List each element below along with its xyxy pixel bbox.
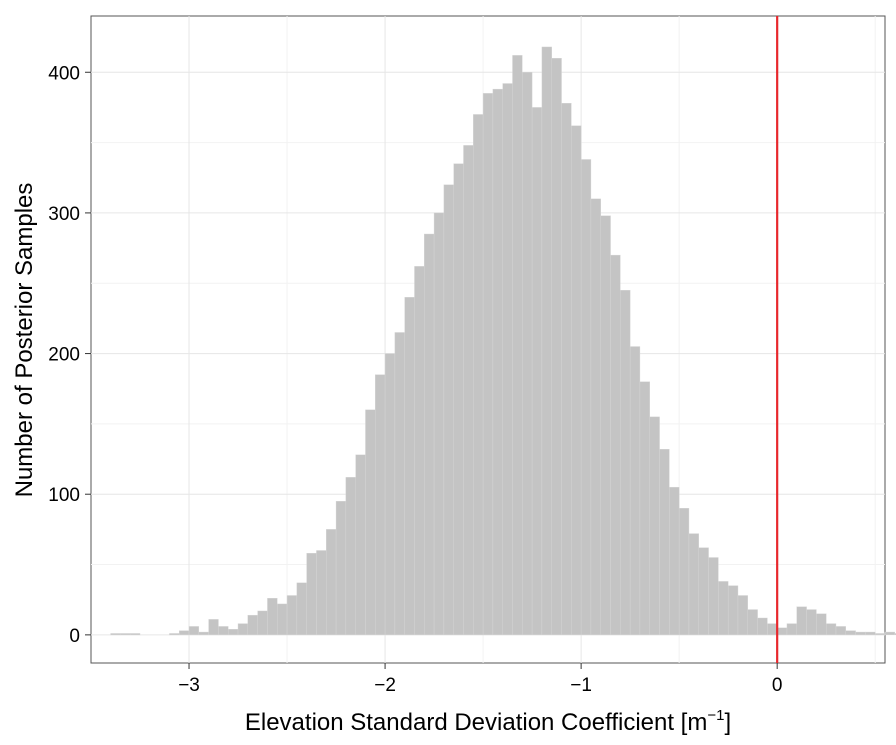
histogram-bar — [727, 585, 739, 636]
x-tick-label: −1 — [570, 675, 592, 696]
histogram-bar — [629, 346, 641, 636]
histogram-bar — [267, 598, 278, 636]
histogram-bar — [188, 626, 200, 636]
x-axis-title-superscript: −1 — [707, 707, 724, 724]
histogram-bar — [590, 198, 601, 636]
histogram-bar — [453, 163, 464, 636]
x-axis: −3 −2 −1 0 — [178, 663, 782, 696]
histogram-bar — [639, 381, 650, 636]
histogram-bar — [806, 609, 817, 636]
histogram-bar — [786, 623, 797, 636]
histogram-bar — [796, 606, 807, 636]
histogram-bar — [316, 550, 327, 636]
histogram-bar — [620, 290, 631, 636]
histogram-bar — [414, 266, 425, 636]
histogram-bar — [306, 553, 317, 636]
histogram-bar — [208, 619, 219, 636]
histogram-bar — [600, 215, 611, 636]
y-tick-label: 100 — [48, 485, 80, 506]
histogram-bar — [218, 626, 229, 636]
x-axis-title-text: Elevation Standard Deviation Coefficient… — [245, 709, 707, 736]
histogram-bar — [541, 46, 552, 636]
histogram-bar — [335, 501, 347, 636]
histogram-bar — [482, 93, 494, 636]
histogram-bar — [433, 212, 445, 636]
histogram-bar — [737, 595, 748, 636]
histogram-bar — [345, 477, 356, 636]
histogram-bar — [130, 633, 141, 636]
histogram-bar — [688, 533, 699, 636]
y-axis-title: Number of Posterior Samples — [11, 183, 38, 498]
histogram-bar — [698, 547, 709, 636]
histogram-bar — [463, 145, 474, 636]
x-axis-title-end: ] — [724, 709, 731, 736]
histogram-bar — [678, 508, 690, 636]
histogram-bar — [531, 107, 543, 636]
y-tick-label: 300 — [48, 204, 80, 225]
histogram-bar — [237, 623, 249, 636]
histogram-bar — [179, 630, 190, 636]
histogram-bar — [424, 233, 435, 636]
histogram-bar — [228, 629, 239, 636]
histogram-bar — [473, 114, 484, 636]
histogram-bar — [649, 416, 660, 636]
histogram-bar — [659, 449, 670, 636]
histogram-bar — [296, 582, 307, 636]
histogram-bar — [776, 627, 788, 636]
histogram-bar — [835, 626, 846, 636]
histogram-bar — [502, 83, 513, 636]
histogram-bar — [571, 125, 582, 636]
histogram-bar — [443, 184, 454, 636]
x-tick-label: −3 — [178, 675, 200, 696]
histogram-bar — [492, 88, 503, 636]
histogram-bar — [404, 297, 415, 636]
y-tick-label: 400 — [48, 63, 80, 84]
histogram-bar — [816, 613, 827, 636]
histogram-bar — [747, 609, 758, 636]
y-tick-label: 200 — [48, 345, 80, 366]
histogram-bar — [512, 55, 523, 636]
histogram-bar — [874, 633, 886, 636]
histogram-bar — [326, 529, 337, 636]
histogram-bar — [855, 631, 866, 636]
histogram-bar — [825, 623, 837, 636]
histogram-bar — [610, 254, 621, 636]
histogram-bars — [110, 46, 896, 636]
histogram-bar — [375, 374, 386, 636]
histogram-bar — [394, 332, 405, 636]
y-axis: 0 100 200 300 400 — [48, 63, 91, 647]
histogram-bar — [355, 454, 366, 636]
histogram-bar — [551, 57, 562, 636]
x-tick-label: −2 — [374, 675, 396, 696]
histogram-bar — [865, 631, 876, 636]
histogram-bar — [247, 614, 258, 636]
x-tick-label: 0 — [772, 675, 783, 696]
y-tick-label: 0 — [69, 626, 80, 647]
histogram-bar — [286, 595, 298, 636]
histogram-bar — [767, 623, 778, 636]
histogram-bar — [169, 633, 180, 636]
histogram-bar — [120, 633, 131, 636]
histogram-bar — [561, 103, 572, 636]
histogram-bar — [884, 631, 896, 636]
histogram-bar — [845, 630, 856, 636]
histogram-bar — [365, 409, 376, 636]
histogram-bar — [757, 617, 768, 636]
x-axis-title: Elevation Standard Deviation Coefficient… — [245, 707, 731, 736]
histogram-bar — [522, 72, 533, 636]
histogram-bar — [580, 159, 592, 636]
histogram-bar — [257, 610, 268, 636]
histogram-bar — [384, 353, 396, 636]
histogram-bar — [669, 486, 680, 636]
histogram-bar — [110, 633, 121, 636]
histogram-bar — [718, 581, 729, 636]
histogram-bar — [708, 557, 719, 636]
histogram-bar — [198, 631, 209, 636]
histogram-bar — [277, 603, 288, 636]
histogram-bar — [894, 633, 896, 636]
